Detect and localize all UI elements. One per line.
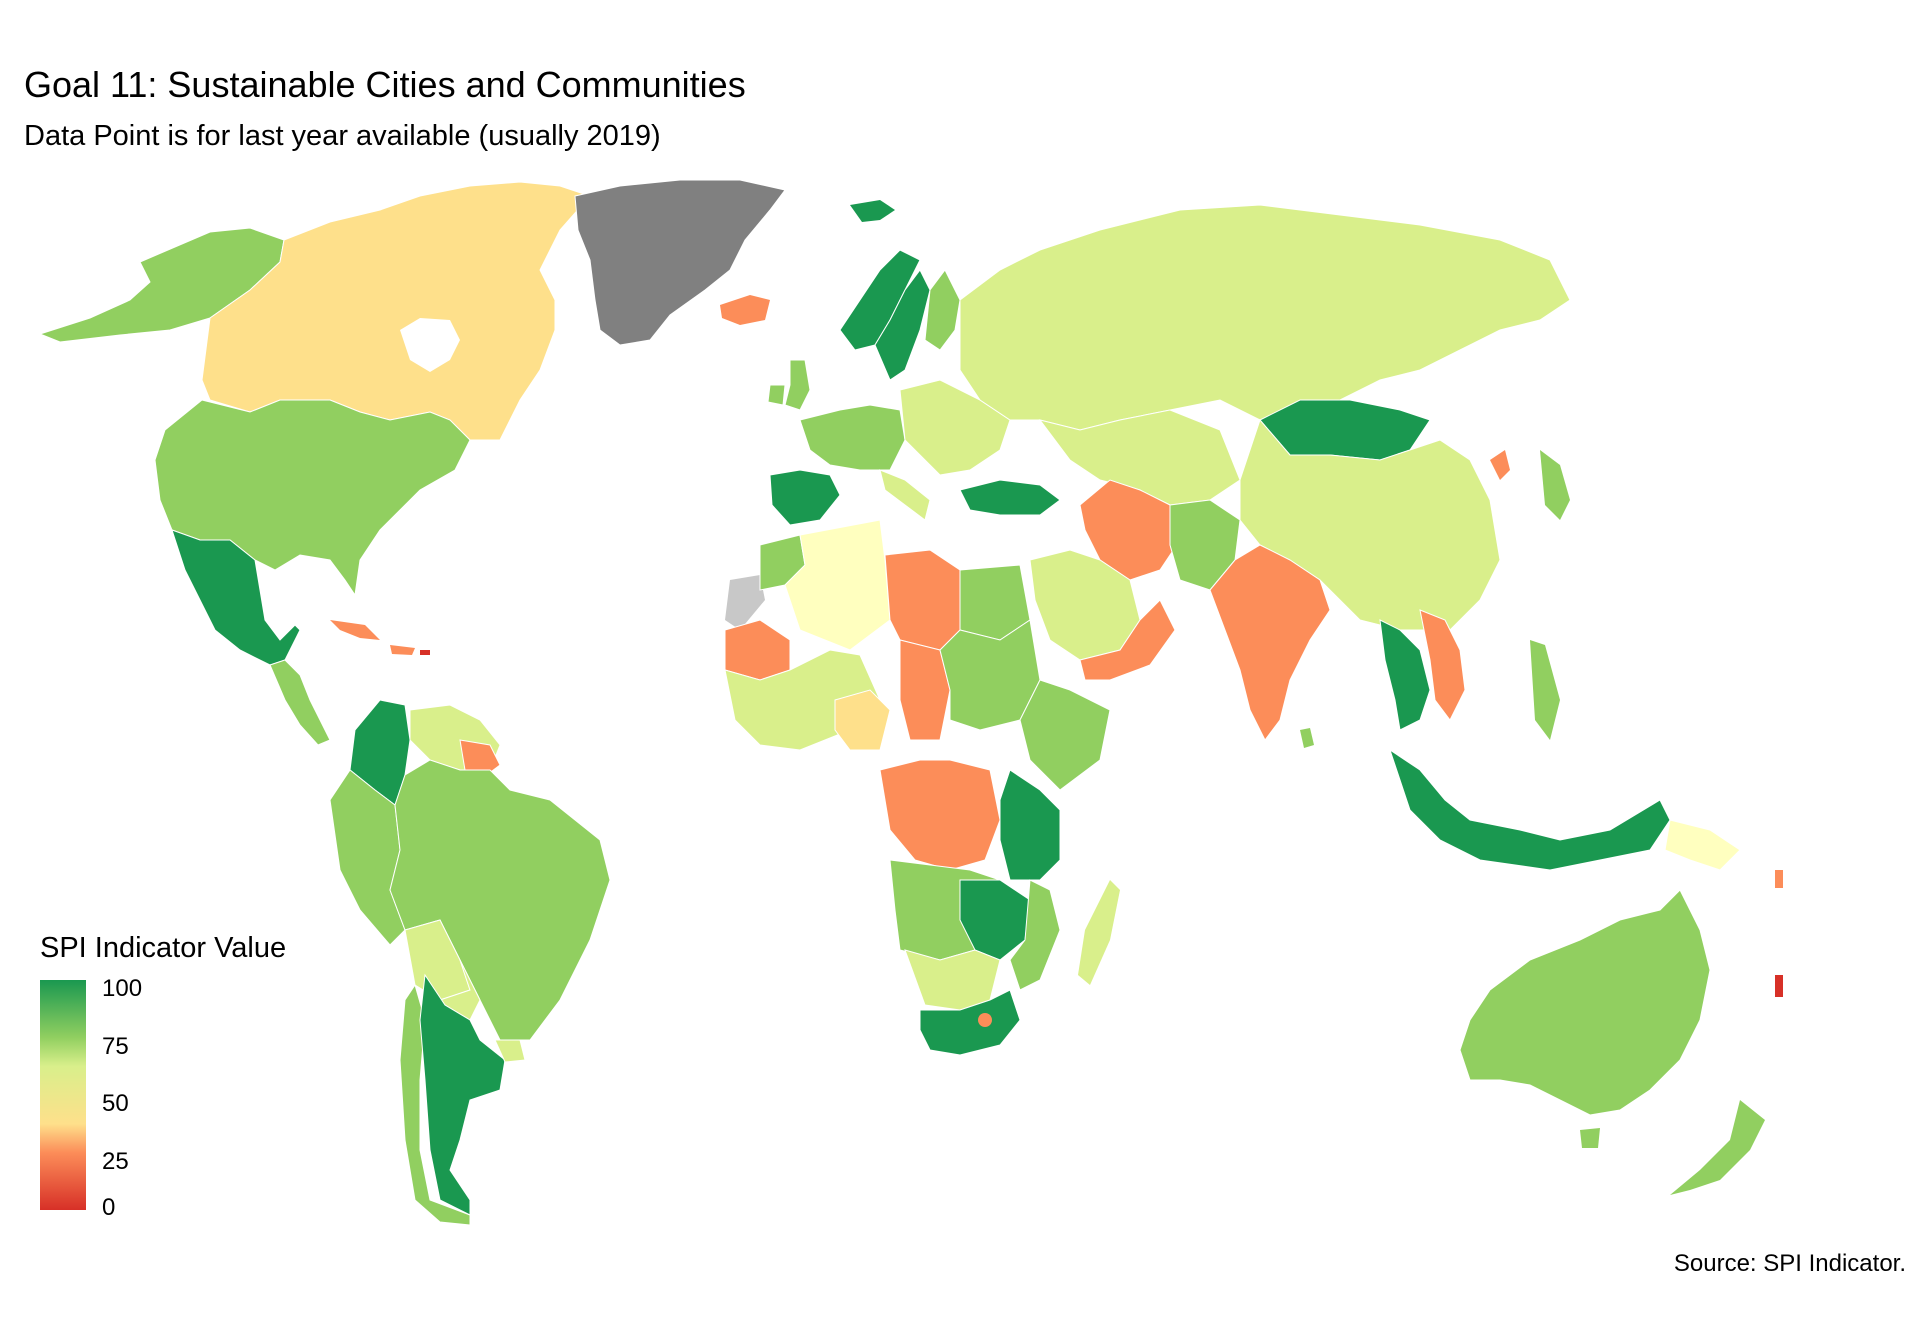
map-title: Goal 11: Sustainable Cities and Communit… xyxy=(24,64,746,105)
map-region-greenland xyxy=(574,179,786,346)
map-region-madagascar xyxy=(1078,880,1120,985)
map-region-uruguay xyxy=(494,1039,526,1063)
map-region-australia xyxy=(1459,889,1711,1116)
map-region-chile xyxy=(399,983,471,1226)
map-region-uk-ireland xyxy=(767,359,811,411)
map-region-lesotho xyxy=(978,1013,992,1027)
map-region-congo xyxy=(879,759,1001,871)
map-region-south-africa xyxy=(919,989,1021,1056)
map-region-yemen-oman xyxy=(1079,599,1176,681)
map-region-zimbabwe-malawi xyxy=(959,879,1031,961)
map-region-canada xyxy=(201,181,591,441)
legend-color-bar xyxy=(40,980,86,1210)
map-subtitle: Data Point is for last year available (u… xyxy=(24,120,661,152)
map-region-argentina xyxy=(419,973,506,1216)
legend-tick xyxy=(86,1103,96,1105)
map-region-tasmania xyxy=(1580,1128,1600,1148)
map-region-ethiopia-somalia xyxy=(1019,679,1111,791)
map-region-central-america xyxy=(269,659,331,746)
map-region-tanzania xyxy=(999,769,1061,881)
legend-label-100: 100 xyxy=(102,975,143,1002)
map-region-mauritania-mali xyxy=(724,619,791,681)
legend-label-50: 50 xyxy=(102,1090,129,1117)
map-region-new-zealand xyxy=(1670,1100,1765,1195)
legend-title: SPI Indicator Value xyxy=(40,932,287,964)
map-region-caribbean xyxy=(330,620,415,655)
map-region-philippines xyxy=(1530,640,1560,740)
map-region-western-sahara xyxy=(725,575,765,630)
map-region-mozambique xyxy=(1009,879,1061,991)
map-region-mexico xyxy=(171,529,301,666)
map-region-algeria xyxy=(784,519,891,651)
map-region-alaska xyxy=(38,227,285,343)
map-region-libya xyxy=(884,549,961,651)
map-region-sudan xyxy=(939,619,1041,731)
map-region-western-europe xyxy=(799,404,906,471)
map-region-sri-lanka xyxy=(1300,728,1314,748)
map-region-japan xyxy=(1540,450,1570,520)
map-region-north-korea xyxy=(1490,450,1510,480)
source-caption: Source: SPI Indicator. xyxy=(1673,1250,1906,1277)
map-region-russia xyxy=(959,204,1571,431)
legend-label-25: 25 xyxy=(102,1148,129,1175)
map-region-eastern-europe xyxy=(899,379,1011,476)
legend-tick xyxy=(86,1207,96,1209)
map-region-turkey xyxy=(959,479,1061,516)
legend-label-0: 0 xyxy=(102,1194,116,1221)
map-region-namibia-botswana xyxy=(904,949,1001,1011)
map-region-nigeria xyxy=(834,689,891,751)
legend-tick xyxy=(86,1046,96,1048)
map-region-central-asia xyxy=(1038,409,1241,506)
map-region-pacific-islands xyxy=(1775,975,1783,997)
map-region-iran xyxy=(1079,479,1181,581)
legend-label-75: 75 xyxy=(102,1033,129,1060)
map-region-finland xyxy=(924,269,961,351)
map-region-caribbean-small xyxy=(420,650,430,655)
map-region-norway xyxy=(839,249,921,351)
map-region-solomon-islands xyxy=(1775,870,1783,888)
map-region-papua-new-guinea xyxy=(1664,819,1741,871)
map-region-svalbard xyxy=(850,200,895,222)
map-region-india xyxy=(1209,544,1331,741)
map-region-indonesia xyxy=(1389,748,1671,871)
map-region-iceland xyxy=(720,295,770,325)
legend-tick xyxy=(86,1161,96,1163)
map-region-southeast-asia xyxy=(1379,619,1431,731)
map-region-spain xyxy=(769,469,841,526)
map-region-hudson-bay xyxy=(400,318,460,372)
map-region-vietnam xyxy=(1419,609,1466,721)
legend-tick xyxy=(86,988,96,990)
map-region-italy-balkans xyxy=(879,469,931,521)
